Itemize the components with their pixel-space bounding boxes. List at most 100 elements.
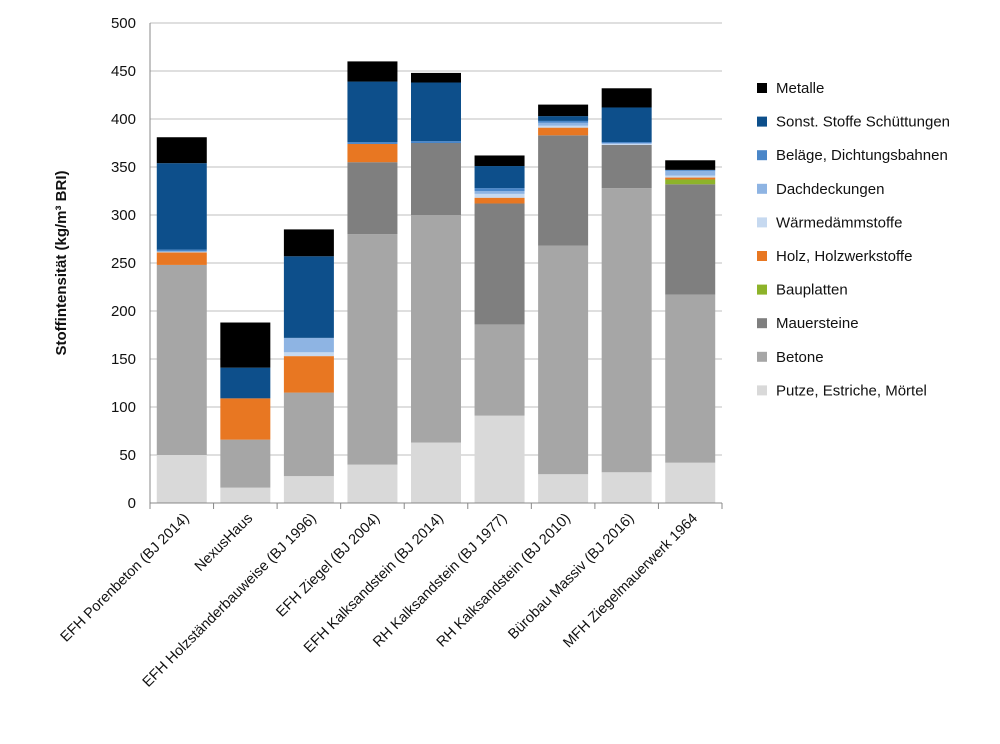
x-category-label: RH Kalksandstein (BJ 2010) (434, 511, 574, 651)
bar-stack (665, 160, 716, 503)
bar-stack (220, 322, 271, 503)
bar-segment (538, 122, 589, 126)
bar-segment (347, 142, 398, 144)
bar-segment (538, 120, 589, 123)
y-tick-label: 400 (111, 111, 136, 128)
y-tick-label: 50 (119, 447, 136, 464)
bar-segment (411, 215, 461, 443)
bar-segment (665, 462, 716, 503)
bar-segment (665, 294, 716, 463)
legend-label: Putze, Estriche, Mörtel (776, 382, 927, 399)
bar-segment (601, 143, 652, 144)
y-axis-title: Stoffintensität (kg/m³ BRI) (53, 171, 70, 356)
bar-segment (538, 474, 589, 503)
legend-item: Putze, Estriche, Mörtel (757, 382, 927, 399)
legend-swatch (757, 284, 767, 295)
legend-swatch (757, 385, 767, 396)
bar-segment (538, 245, 589, 475)
bar-stack (347, 61, 398, 503)
x-category-label: MFH Ziegelmauerwerk 1964 (560, 511, 701, 652)
bar-segment (347, 61, 398, 82)
legend-item: Dachdeckungen (757, 181, 884, 198)
legend-item: Holz, Holzwerkstoffe (757, 248, 912, 265)
bar-segment (283, 392, 334, 477)
bar-segment (220, 487, 271, 503)
legend-swatch (757, 116, 767, 127)
legend-swatch (757, 351, 767, 362)
bar-segment (665, 184, 716, 295)
bar-segment (474, 193, 525, 198)
bar-segment (156, 455, 207, 503)
bar-segment (411, 82, 461, 142)
bar-segment (474, 203, 525, 325)
bar-segment (665, 169, 716, 171)
bar-segment (601, 144, 652, 189)
bar-segment (411, 143, 461, 215)
bar-segment (665, 175, 716, 178)
bar-segment (665, 170, 716, 176)
bar-segment (474, 324, 525, 416)
x-category-label: EFH Ziegel (BJ 2004) (273, 511, 383, 621)
bar-segment (347, 81, 398, 143)
bar-stack (156, 137, 207, 503)
bar-segment (601, 472, 652, 503)
legend-item: Wärmedämmstoffe (757, 214, 902, 231)
bar-segment (665, 160, 716, 170)
legend-item: Metalle (757, 80, 824, 97)
y-tick-label: 200 (111, 303, 136, 320)
legend-label: Betone (776, 349, 824, 366)
bar-segment (283, 256, 334, 338)
y-tick-label: 350 (111, 159, 136, 176)
legend-swatch (757, 183, 767, 194)
bar-segment (665, 179, 716, 185)
bar-segment (283, 476, 334, 503)
legend-label: Beläge, Dichtungsbahnen (776, 147, 948, 164)
legend: Metalle Sonst. Stoffe Schüttungen Beläge, … (757, 80, 950, 399)
bar-stack (474, 155, 525, 503)
bar-segment (220, 367, 271, 399)
bar-segment (601, 88, 652, 108)
legend-label: Sonst. Stoffe Schüttungen (776, 114, 950, 131)
bar-segment (156, 137, 207, 164)
bar-segment (601, 188, 652, 473)
bar-segment (156, 251, 207, 253)
bar-segment (220, 439, 271, 488)
legend-swatch (757, 318, 767, 329)
y-tick-label: 0 (128, 495, 136, 512)
bar-segment (156, 264, 207, 455)
legend-swatch (757, 251, 767, 261)
legend-label: Dachdeckungen (776, 181, 884, 198)
bar-segment (156, 163, 207, 250)
y-tick-label: 150 (111, 351, 136, 368)
bar-segment (474, 191, 525, 194)
legend-swatch (757, 217, 767, 228)
legend-swatch (757, 150, 767, 161)
x-category-label: EFH Porenbeton (BJ 2014) (58, 511, 193, 646)
bar-segment (220, 398, 271, 440)
bar-segment (411, 141, 461, 143)
legend-item: Betone (757, 349, 824, 366)
legend-label: Holz, Holzwerkstoffe (776, 248, 912, 265)
bar-segment (538, 127, 589, 136)
legend-label: Mauersteine (776, 315, 859, 332)
legend-swatch (757, 83, 767, 93)
bar-segment (283, 229, 334, 257)
x-category-label: Bürobau Massiv (BJ 2016) (505, 511, 637, 643)
legend-item: Sonst. Stoffe Schüttungen (757, 114, 950, 131)
bar-stack (283, 229, 334, 503)
bar-segment (411, 442, 461, 503)
x-category-label: NexusHaus (192, 511, 256, 575)
bar-segment (474, 415, 525, 503)
bar-segment (283, 352, 334, 357)
bar-segment (347, 234, 398, 465)
bar-segment (283, 337, 334, 353)
legend-item: Mauersteine (757, 315, 859, 332)
y-tick-label: 300 (111, 207, 136, 224)
bar-segment (347, 143, 398, 163)
bar-segment (411, 72, 461, 83)
y-tick-label: 450 (111, 63, 136, 80)
bar-segment (601, 143, 652, 145)
legend-item: Beläge, Dichtungsbahnen (757, 147, 948, 164)
y-tick-label: 100 (111, 399, 136, 416)
